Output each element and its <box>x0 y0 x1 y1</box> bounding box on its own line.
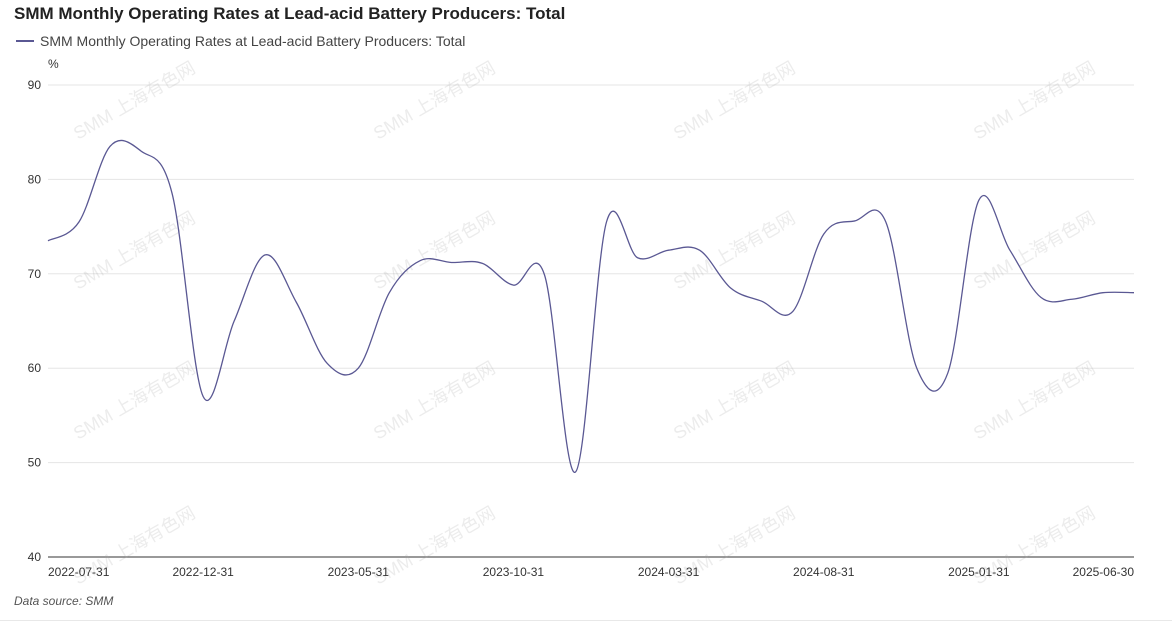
x-tick-label: 2023-10-31 <box>483 565 545 579</box>
x-axis-ticks: 2022-07-31 2022-12-31 2023-05-31 2023-10-31… <box>48 565 1134 579</box>
x-tick-label: 2024-08-31 <box>793 565 855 579</box>
y-axis-unit: % <box>48 57 59 71</box>
y-axis-ticks: 40 50 60 70 80 90 <box>28 78 42 564</box>
watermark: SMM 上海有色网 <box>70 208 199 294</box>
y-tick-label: 80 <box>28 172 42 186</box>
x-tick-label: 2025-06-30 <box>1073 565 1135 579</box>
series-group <box>47 139 1135 473</box>
grid-lines <box>48 84 1134 558</box>
watermark: SMM 上海有色网 <box>370 358 499 444</box>
watermark: SMM 上海有色网 <box>670 208 799 294</box>
x-tick-label: 2022-07-31 <box>48 565 110 579</box>
y-tick-label: 90 <box>28 78 42 92</box>
watermark: SMM 上海有色网 <box>370 208 499 294</box>
data-source: Data source: SMM <box>14 594 114 608</box>
series-line[interactable] <box>47 139 1135 473</box>
watermark: SMM 上海有色网 <box>970 358 1099 444</box>
x-tick-label: 2024-03-31 <box>638 565 700 579</box>
legend-label: SMM Monthly Operating Rates at Lead-acid… <box>40 33 466 49</box>
watermark: SMM 上海有色网 <box>370 58 499 144</box>
bottom-divider <box>0 620 1172 621</box>
watermark: SMM 上海有色网 <box>970 58 1099 144</box>
x-tick-label: 2023-05-31 <box>328 565 390 579</box>
y-tick-label: 50 <box>28 456 42 470</box>
y-tick-label: 60 <box>28 361 42 375</box>
legend[interactable]: SMM Monthly Operating Rates at Lead-acid… <box>16 33 465 49</box>
y-tick-label: 70 <box>28 267 42 281</box>
x-tick-label: 2025-01-31 <box>948 565 1010 579</box>
watermark: SMM 上海有色网 <box>970 208 1099 294</box>
watermarks: SMM 上海有色网 SMM 上海有色网 SMM 上海有色网 SMM 上海有色网 SMM … <box>70 58 1099 589</box>
watermark: SMM 上海有色网 <box>70 358 199 444</box>
watermark: SMM 上海有色网 <box>670 358 799 444</box>
watermark: SMM 上海有色网 <box>670 58 799 144</box>
watermark: SMM 上海有色网 <box>70 58 199 144</box>
watermark: SMM 上海有色网 <box>370 503 499 589</box>
chart-title: SMM Monthly Operating Rates at Lead-acid… <box>14 4 566 23</box>
x-tick-label: 2022-12-31 <box>172 565 234 579</box>
y-tick-label: 40 <box>28 550 42 564</box>
legend-line-swatch <box>16 40 34 42</box>
